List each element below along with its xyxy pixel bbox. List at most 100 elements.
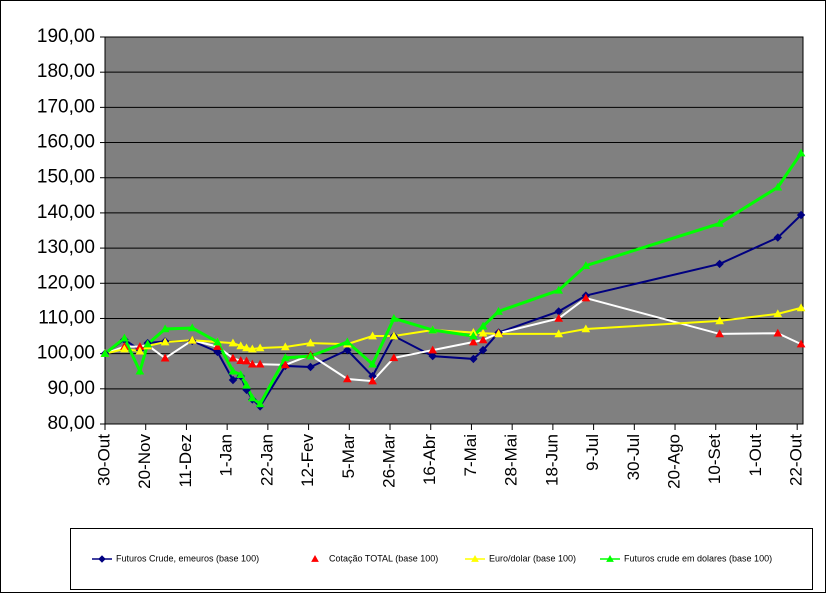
x-tick-label: 30-Jul bbox=[624, 434, 643, 480]
data-point bbox=[368, 331, 377, 340]
data-point bbox=[389, 331, 399, 340]
y-tick-label: 190,00 bbox=[37, 26, 95, 47]
data-point bbox=[160, 337, 170, 346]
y-tick-label: 80,00 bbox=[47, 413, 95, 434]
data-point bbox=[306, 362, 315, 372]
data-point bbox=[120, 344, 129, 353]
y-tick-label: 100,00 bbox=[37, 343, 95, 364]
series-line bbox=[104, 306, 802, 355]
data-point bbox=[469, 337, 478, 346]
data-point bbox=[255, 399, 265, 408]
x-tick-label: 9-Jul bbox=[583, 434, 602, 471]
data-point bbox=[248, 359, 257, 368]
y-tick-label: 180,00 bbox=[37, 61, 95, 82]
data-point bbox=[469, 354, 478, 364]
data-point bbox=[773, 182, 783, 191]
data-point bbox=[343, 337, 352, 346]
y-tick-label: 90,00 bbox=[47, 378, 95, 399]
legend-label: Futuros crude em dolares (base 100) bbox=[624, 553, 772, 563]
data-point bbox=[242, 356, 251, 365]
data-point bbox=[187, 335, 197, 344]
data-point bbox=[428, 345, 438, 354]
legend-label: Euro/dolar (base 100) bbox=[489, 553, 576, 563]
legend-box bbox=[70, 528, 813, 590]
data-point bbox=[478, 328, 488, 337]
data-point bbox=[160, 324, 170, 333]
data-point bbox=[796, 339, 806, 348]
data-point bbox=[494, 306, 503, 315]
data-point bbox=[100, 349, 110, 357]
x-tick-label: 12-Fev bbox=[298, 434, 317, 487]
data-point bbox=[428, 351, 437, 361]
x-tick-label: 28-Mai bbox=[502, 434, 521, 486]
data-point bbox=[581, 261, 591, 269]
x-tick-label: 26-Mar bbox=[380, 434, 399, 488]
x-tick-label: 18-Jun bbox=[542, 434, 561, 486]
data-point bbox=[248, 393, 257, 402]
x-tick-label: 7-Mai bbox=[461, 434, 480, 477]
x-tick-label: 5-Mar bbox=[339, 434, 358, 479]
y-tick-label: 140,00 bbox=[37, 202, 95, 223]
data-point bbox=[135, 366, 145, 375]
data-point bbox=[213, 347, 222, 357]
data-point bbox=[478, 321, 488, 330]
data-point bbox=[135, 346, 145, 355]
data-point bbox=[554, 329, 564, 338]
data-point bbox=[428, 325, 438, 334]
data-point bbox=[242, 380, 251, 389]
data-point bbox=[248, 344, 257, 353]
data-point bbox=[581, 293, 591, 302]
data-point bbox=[796, 148, 806, 157]
y-tick-label: 110,00 bbox=[38, 307, 95, 328]
data-point bbox=[796, 303, 806, 312]
data-point bbox=[368, 376, 377, 385]
data-point bbox=[236, 370, 246, 379]
y-tick-label: 160,00 bbox=[37, 132, 95, 153]
data-point bbox=[581, 324, 591, 333]
data-point bbox=[773, 233, 783, 242]
legend-marker bbox=[311, 554, 319, 562]
data-point bbox=[228, 366, 238, 375]
data-point bbox=[494, 329, 503, 338]
x-tick-label: 10-Set bbox=[705, 434, 724, 484]
x-tick-label: 30-Out bbox=[94, 434, 113, 486]
data-point bbox=[236, 356, 246, 364]
y-tick-label: 150,00 bbox=[37, 167, 95, 188]
x-tick-label: 1-Out bbox=[746, 434, 765, 477]
data-point bbox=[228, 338, 238, 347]
data-point bbox=[213, 337, 222, 346]
data-point bbox=[715, 316, 724, 325]
data-point bbox=[773, 309, 783, 318]
data-point bbox=[280, 353, 290, 362]
data-point bbox=[343, 374, 352, 383]
data-point bbox=[715, 259, 724, 269]
data-point bbox=[715, 329, 724, 338]
data-point bbox=[796, 210, 806, 220]
y-tick-label: 120,00 bbox=[37, 272, 95, 293]
data-point bbox=[228, 375, 238, 385]
data-point bbox=[213, 342, 222, 350]
data-point bbox=[143, 339, 153, 348]
data-point bbox=[306, 338, 315, 347]
data-point bbox=[554, 285, 564, 294]
legend-marker bbox=[471, 554, 479, 562]
data-point bbox=[368, 359, 377, 368]
data-point bbox=[160, 353, 170, 362]
x-tick-label: 20-Ago bbox=[665, 434, 684, 489]
data-point bbox=[389, 313, 399, 322]
data-point bbox=[469, 331, 478, 340]
legend-marker bbox=[98, 555, 106, 563]
data-point bbox=[255, 343, 265, 352]
data-point bbox=[773, 328, 783, 337]
data-point bbox=[306, 351, 315, 360]
data-point bbox=[554, 313, 564, 322]
data-point bbox=[280, 342, 290, 351]
data-point bbox=[187, 323, 197, 332]
data-point bbox=[715, 218, 724, 227]
x-tick-label: 22-Jan bbox=[257, 434, 276, 486]
legend-marker bbox=[606, 554, 614, 562]
x-tick-label: 11-Dez bbox=[176, 434, 195, 488]
x-tick-label: 1-Jan bbox=[217, 434, 236, 477]
